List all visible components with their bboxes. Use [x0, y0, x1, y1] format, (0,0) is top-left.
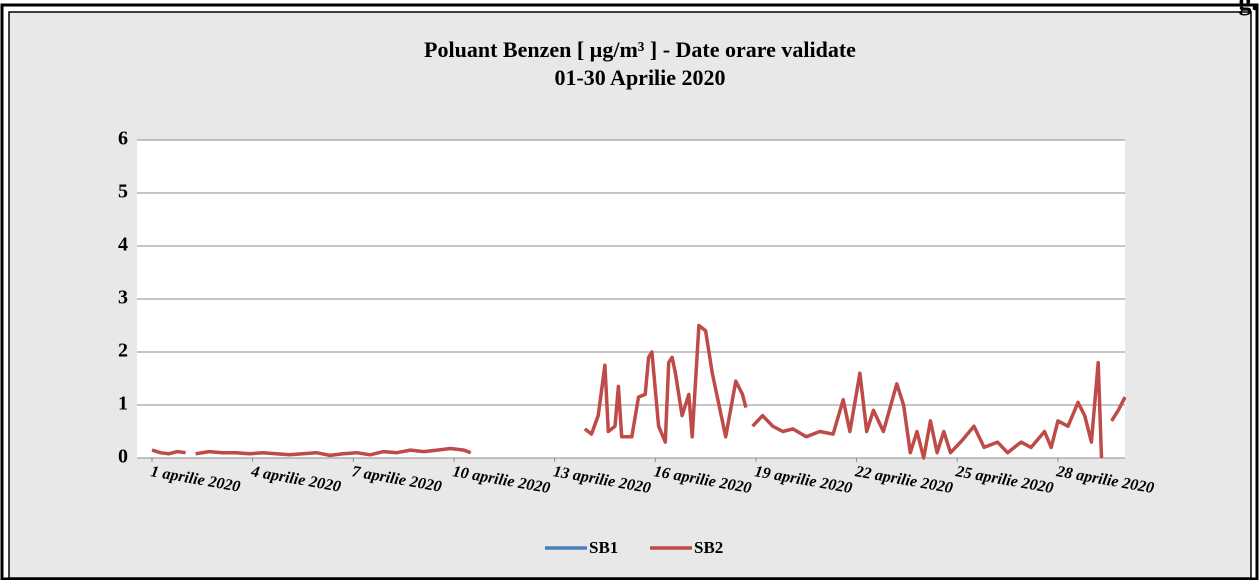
y-tick-label: 0 — [118, 446, 128, 468]
y-tick-label: 2 — [118, 340, 128, 362]
chart-subtitle: 01-30 Aprilie 2020 — [554, 65, 725, 90]
y-tick-label: 5 — [118, 181, 128, 203]
y-tick-label: 3 — [118, 287, 128, 309]
y-tick-label: 4 — [118, 234, 128, 256]
legend-label: SB1 — [589, 538, 618, 557]
y-tick-label: 6 — [118, 128, 128, 150]
chart-title: Poluant Benzen [ µg/m³ ] - Date orare va… — [424, 37, 856, 62]
header-fragment: g. — [1239, 0, 1259, 16]
series-line — [151, 323, 1127, 460]
legend-label: SB2 — [694, 538, 723, 557]
y-tick-label: 1 — [118, 393, 128, 415]
